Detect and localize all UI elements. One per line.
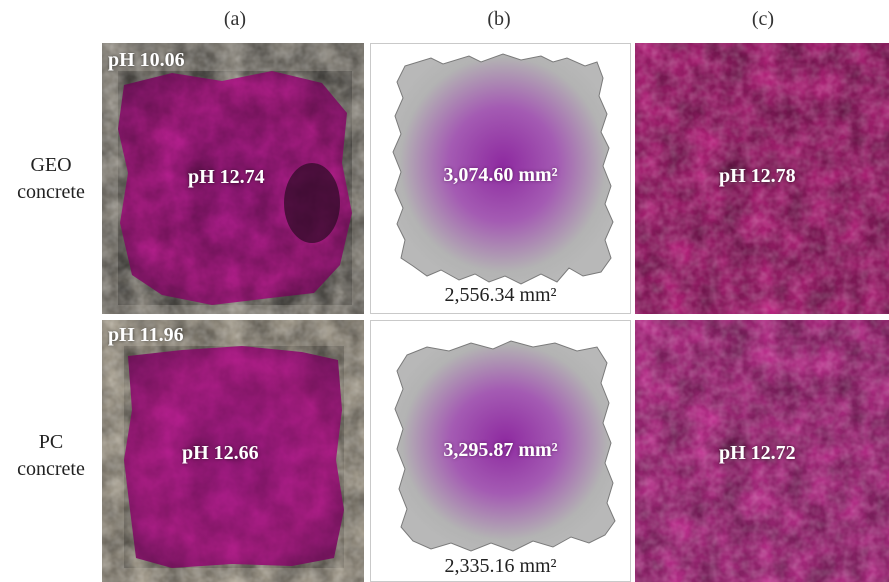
row-label-pc: PC concrete [0, 429, 102, 483]
row-label-line2: concrete [17, 458, 85, 480]
column-header-c: (c) [751, 8, 775, 30]
closeup-ph-label: pH 12.72 [719, 442, 796, 464]
row-label-geo: GEO concrete [0, 152, 102, 206]
row-label-line1: PC [38, 431, 64, 453]
outer-ph-label: pH 11.96 [108, 324, 184, 346]
outer-ph-label: pH 10.06 [108, 49, 185, 71]
geo-closeup-photo: pH 12.78 [635, 43, 889, 314]
outer-area-label: 2,335.16 mm² [444, 555, 557, 577]
inner-ph-label: pH 12.74 [188, 166, 265, 188]
inner-area-label: 3,074.60 mm² [443, 164, 558, 186]
row-label-line2: concrete [17, 181, 85, 203]
inner-area-label: 3,295.87 mm² [443, 439, 558, 461]
pc-area-diagram: 3,295.87 mm² 2,335.16 mm² [370, 320, 631, 582]
geo-specimen-photo: pH 10.06 pH 12.74 [102, 43, 364, 314]
closeup-ph-label: pH 12.78 [719, 165, 796, 187]
column-header-b: (b) [487, 8, 511, 30]
pc-closeup-photo: pH 12.72 [635, 320, 889, 582]
geo-area-diagram: 3,074.60 mm² 2,556.34 mm² [370, 43, 631, 314]
pc-specimen-photo: pH 11.96 pH 12.66 [102, 320, 364, 582]
row-label-line1: GEO [30, 154, 72, 176]
column-header-a: (a) [223, 8, 247, 30]
inner-ph-label: pH 12.66 [182, 442, 259, 464]
outer-area-label: 2,556.34 mm² [444, 284, 557, 306]
